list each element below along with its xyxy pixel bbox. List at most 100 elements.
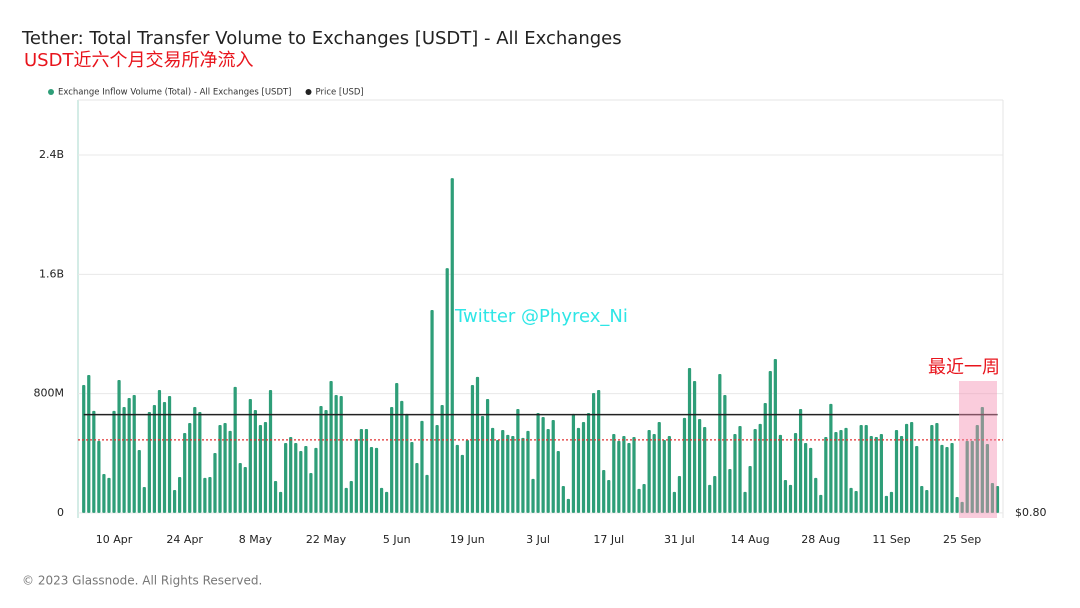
bar bbox=[92, 410, 96, 513]
bar bbox=[137, 449, 141, 513]
bar bbox=[652, 434, 656, 513]
bar bbox=[354, 438, 358, 513]
bar bbox=[410, 441, 414, 513]
bar bbox=[541, 417, 545, 513]
bar bbox=[536, 413, 540, 513]
bar bbox=[955, 496, 959, 513]
bar bbox=[778, 434, 783, 513]
bar bbox=[198, 411, 202, 513]
bar bbox=[788, 484, 793, 513]
bar bbox=[152, 404, 157, 513]
bar bbox=[798, 408, 803, 513]
bar bbox=[349, 481, 353, 513]
bar bbox=[844, 427, 848, 513]
bar bbox=[218, 424, 222, 513]
bar bbox=[506, 434, 510, 513]
bar bbox=[814, 477, 818, 513]
bar bbox=[435, 424, 439, 513]
bar bbox=[854, 491, 858, 513]
bar bbox=[420, 420, 424, 513]
bar bbox=[960, 501, 964, 513]
bar bbox=[698, 418, 702, 513]
bar bbox=[647, 430, 651, 513]
bar bbox=[167, 396, 172, 513]
bar bbox=[672, 491, 676, 513]
bar bbox=[450, 178, 454, 513]
bar bbox=[385, 491, 389, 513]
bar bbox=[687, 367, 692, 513]
bar bbox=[829, 403, 833, 513]
x-tick-label: 25 Sep bbox=[943, 533, 981, 546]
bar bbox=[400, 400, 404, 513]
bar bbox=[839, 430, 843, 513]
bar bbox=[879, 434, 883, 513]
bar bbox=[834, 431, 838, 513]
bar bbox=[238, 462, 242, 513]
bar bbox=[571, 413, 576, 513]
y-tick-label: 2.4B bbox=[39, 148, 64, 161]
bar bbox=[304, 445, 308, 513]
bar bbox=[617, 440, 621, 513]
bar bbox=[859, 424, 863, 513]
legend-label: Price [USD] bbox=[316, 88, 364, 98]
bar bbox=[294, 442, 298, 513]
bar bbox=[662, 440, 666, 513]
bar bbox=[597, 390, 601, 513]
legend-label: Exchange Inflow Volume (Total) - All Exc… bbox=[58, 88, 292, 98]
bar bbox=[501, 430, 505, 513]
x-tick-label: 8 May bbox=[239, 533, 273, 546]
bar bbox=[607, 479, 611, 513]
bar bbox=[258, 424, 263, 513]
bar bbox=[445, 268, 449, 513]
bar bbox=[874, 437, 878, 513]
bar bbox=[132, 394, 136, 513]
bar bbox=[546, 428, 550, 513]
bar bbox=[319, 406, 323, 513]
bar bbox=[804, 442, 808, 513]
bar bbox=[248, 398, 252, 513]
bar bbox=[703, 427, 707, 513]
bar bbox=[627, 442, 631, 513]
bar bbox=[299, 451, 303, 513]
bar bbox=[485, 398, 490, 513]
bar bbox=[899, 435, 904, 513]
bar bbox=[970, 440, 974, 513]
bar bbox=[738, 425, 742, 513]
bar bbox=[284, 442, 288, 513]
bar bbox=[884, 495, 889, 513]
annotation: 最近一周 bbox=[928, 357, 1000, 378]
bar bbox=[162, 401, 167, 513]
bar bbox=[753, 428, 757, 513]
bar bbox=[223, 423, 227, 513]
bar bbox=[602, 469, 606, 513]
bar bbox=[470, 384, 475, 513]
bar bbox=[869, 435, 873, 513]
bar bbox=[511, 435, 515, 513]
bar bbox=[157, 390, 162, 513]
y-tick-label: 800M bbox=[34, 387, 65, 400]
bar bbox=[390, 407, 394, 513]
bar bbox=[945, 447, 949, 513]
bar bbox=[208, 476, 212, 513]
bar bbox=[980, 407, 984, 513]
bar bbox=[551, 420, 555, 513]
bar bbox=[622, 435, 626, 513]
watermark: Twitter @Phyrex_Ni bbox=[454, 306, 628, 327]
bar bbox=[586, 413, 591, 513]
x-tick-label: 19 Jun bbox=[450, 533, 485, 546]
bar bbox=[849, 487, 853, 513]
x-tick-label: 3 Jul bbox=[526, 533, 550, 546]
bar bbox=[561, 485, 565, 513]
bar bbox=[758, 423, 762, 513]
bar bbox=[642, 483, 646, 513]
bar bbox=[491, 427, 495, 513]
bar bbox=[112, 410, 116, 513]
bar bbox=[193, 407, 197, 513]
bar bbox=[273, 481, 278, 513]
bar bbox=[496, 440, 500, 513]
bar bbox=[556, 451, 560, 513]
bar bbox=[480, 415, 485, 513]
bar bbox=[172, 489, 177, 513]
x-tick-label: 14 Aug bbox=[731, 533, 770, 546]
